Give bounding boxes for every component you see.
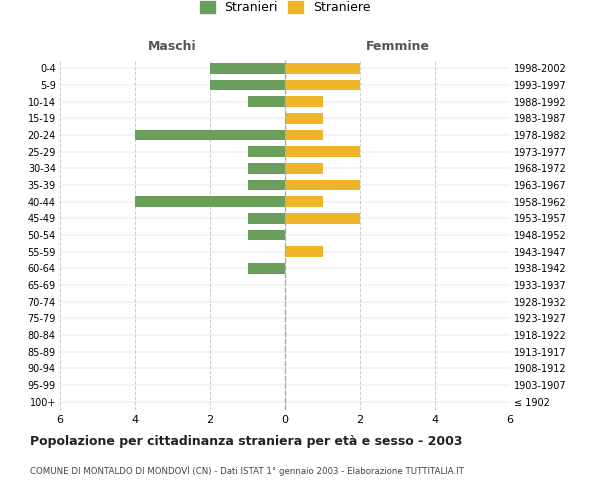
Bar bbox=[285, 63, 360, 74]
Text: Popolazione per cittadinanza straniera per età e sesso - 2003: Popolazione per cittadinanza straniera p… bbox=[30, 435, 463, 448]
Legend: Stranieri, Straniere: Stranieri, Straniere bbox=[194, 0, 376, 20]
Bar bbox=[285, 213, 360, 224]
Bar bbox=[210, 80, 285, 90]
Bar bbox=[285, 196, 323, 207]
Text: Femmine: Femmine bbox=[365, 40, 430, 52]
Text: COMUNE DI MONTALDO DI MONDOVÌ (CN) - Dati ISTAT 1° gennaio 2003 - Elaborazione T: COMUNE DI MONTALDO DI MONDOVÌ (CN) - Dat… bbox=[30, 465, 464, 475]
Bar bbox=[285, 130, 323, 140]
Bar bbox=[285, 163, 323, 174]
Text: Maschi: Maschi bbox=[148, 40, 197, 52]
Bar bbox=[248, 230, 285, 240]
Bar bbox=[248, 263, 285, 274]
Bar bbox=[285, 80, 360, 90]
Bar bbox=[248, 180, 285, 190]
Bar bbox=[135, 130, 285, 140]
Bar bbox=[285, 246, 323, 257]
Bar bbox=[210, 63, 285, 74]
Bar bbox=[135, 196, 285, 207]
Bar bbox=[248, 213, 285, 224]
Bar bbox=[248, 163, 285, 174]
Bar bbox=[285, 180, 360, 190]
Bar bbox=[248, 146, 285, 157]
Bar bbox=[285, 146, 360, 157]
Bar bbox=[285, 113, 323, 124]
Bar bbox=[248, 96, 285, 107]
Bar bbox=[285, 96, 323, 107]
